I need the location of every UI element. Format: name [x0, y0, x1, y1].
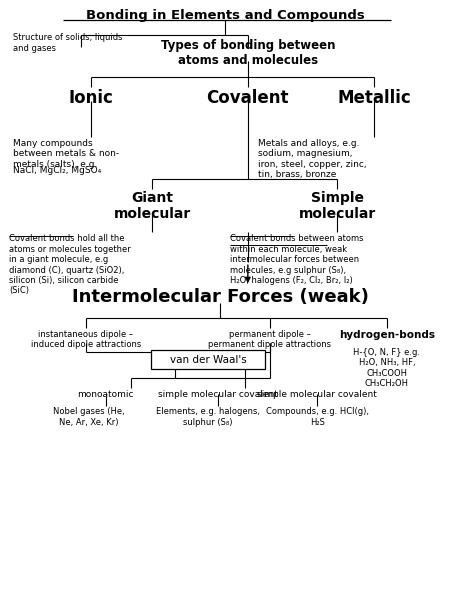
- Text: H-{O, N, F} e.g.
H₂O, NH₃, HF,
CH₃COOH
CH₃CH₂OH: H-{O, N, F} e.g. H₂O, NH₃, HF, CH₃COOH C…: [354, 348, 420, 388]
- Text: Intermolecular Forces (weak): Intermolecular Forces (weak): [72, 288, 369, 306]
- Text: Types of bonding between
atoms and molecules: Types of bonding between atoms and molec…: [161, 39, 335, 67]
- Text: hydrogen-bonds: hydrogen-bonds: [339, 330, 435, 340]
- Text: Bonding in Elements and Compounds: Bonding in Elements and Compounds: [86, 10, 365, 22]
- Text: simple molecular covalent: simple molecular covalent: [257, 389, 378, 398]
- Text: simple molecular covalent: simple molecular covalent: [158, 389, 278, 398]
- Text: NaCl, MgCl₂, MgSO₄: NaCl, MgCl₂, MgSO₄: [14, 166, 102, 175]
- Text: Covalent bonds between atoms
within each molecule, weak
intermolecular forces be: Covalent bonds between atoms within each…: [230, 235, 364, 285]
- FancyBboxPatch shape: [151, 350, 265, 369]
- Text: Covalent bonds hold all the
atoms or molecules together
in a giant molecule, e.g: Covalent bonds hold all the atoms or mol…: [9, 235, 131, 295]
- Text: instantaneous dipole –
induced dipole attractions: instantaneous dipole – induced dipole at…: [31, 330, 141, 349]
- Text: monoatomic: monoatomic: [77, 389, 134, 398]
- Text: Giant
molecular: Giant molecular: [114, 191, 191, 221]
- Text: van der Waal's: van der Waal's: [170, 355, 247, 365]
- Text: Covalent: Covalent: [207, 89, 289, 107]
- Text: Compounds, e.g. HCl(g),
H₂S: Compounds, e.g. HCl(g), H₂S: [266, 407, 369, 427]
- Text: Many compounds
between metals & non-
metals (salts), e.g.: Many compounds between metals & non- met…: [14, 139, 119, 169]
- Text: Metals and alloys, e.g.
sodium, magnesium,
iron, steel, copper, zinc,
tin, brass: Metals and alloys, e.g. sodium, magnesiu…: [258, 139, 366, 179]
- Text: permanent dipole –
permanent dipole attractions: permanent dipole – permanent dipole attr…: [208, 330, 331, 349]
- Text: Nobel gases (He,
Ne, Ar, Xe, Kr): Nobel gases (He, Ne, Ar, Xe, Kr): [53, 407, 125, 427]
- Text: Structure of solids, liquids
and gases: Structure of solids, liquids and gases: [14, 33, 123, 53]
- Text: Elements, e.g. halogens,
sulphur (S₈): Elements, e.g. halogens, sulphur (S₈): [156, 407, 260, 427]
- Text: Simple
molecular: Simple molecular: [299, 191, 376, 221]
- Text: Metallic: Metallic: [337, 89, 411, 107]
- Text: Ionic: Ionic: [68, 89, 113, 107]
